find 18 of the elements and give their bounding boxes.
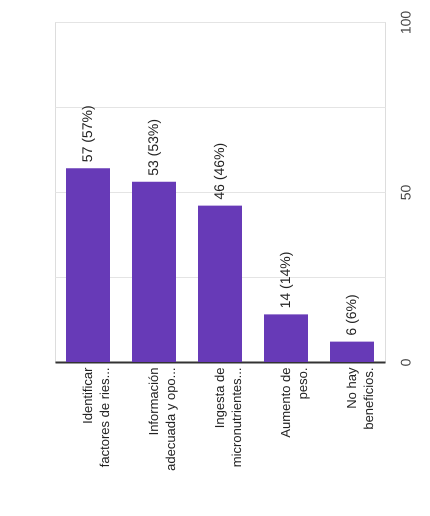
data-label: 14 (14%) (277, 252, 293, 308)
bar (198, 206, 242, 362)
y-tick-label: 0 (398, 358, 414, 366)
x-tick-label: Identificar factores de ries... (80, 366, 112, 468)
data-label: 57 (57%) (79, 105, 95, 162)
y-tick-label: 100 (398, 10, 414, 34)
x-tick-label: No hay beneficios. (344, 367, 376, 430)
bar (330, 342, 374, 362)
x-tick-label: Ingesta de micronutrientes... (212, 368, 244, 468)
data-label: 53 (53%) (145, 118, 161, 176)
bar (66, 168, 110, 362)
bar (264, 314, 308, 362)
y-tick-label: 50 (398, 184, 414, 200)
x-tick-label: Información adecuada y opo... (146, 368, 178, 471)
x-tick-label: Aumento de peso. (278, 368, 310, 438)
data-label: 6 (6%) (343, 294, 359, 336)
data-label: 46 (46%) (211, 142, 227, 200)
bar (132, 182, 176, 362)
